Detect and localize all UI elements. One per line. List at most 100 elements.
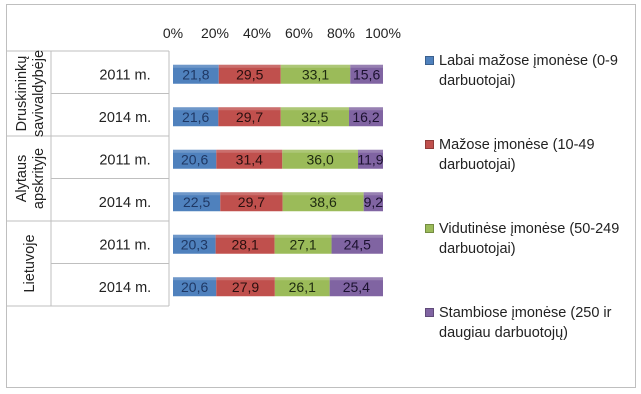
bar-highlight — [348, 107, 383, 111]
group-label-line: apskrityje — [31, 148, 47, 209]
bar-segment — [282, 149, 358, 169]
bar-segment — [282, 192, 364, 212]
legend-swatch-small — [425, 140, 434, 149]
bar-segment — [357, 149, 383, 169]
legend-label-small: Mažose įmonėse (10-49 darbuotojai) — [439, 137, 595, 173]
bar-segment — [173, 64, 219, 84]
bar-segment — [218, 64, 281, 84]
x-tick-label: 60% — [285, 25, 313, 41]
group-label: Druskininkųsavivaldybėje — [14, 50, 47, 137]
bar-data-label: 27,1 — [289, 236, 316, 252]
bar-data-label: 16,2 — [352, 109, 379, 125]
chart-frame: 0% 20% 40% 60% 80% 100% Druskininkųsavivaldybė… — [6, 4, 636, 388]
row-year-label: 2011 m. — [99, 152, 150, 168]
bar-segment — [216, 277, 275, 297]
bar-highlight — [218, 107, 281, 111]
bar-data-label: 9,2 — [364, 194, 384, 210]
bar-segment — [218, 107, 281, 127]
bar-highlight — [218, 64, 281, 68]
legend-swatch-large — [425, 308, 434, 317]
legend-item-small: Mažose įmonėse (10-49 darbuotojai) — [425, 135, 637, 175]
legend-item-large: Stambiose įmonėse (250 ir daugiau darbuo… — [425, 303, 637, 343]
bar-data-label: 38,6 — [310, 194, 337, 210]
legend-item-medium: Vidutinėse įmonėse (50-249 darbuotojai) — [425, 219, 637, 259]
bar-segment — [173, 277, 217, 297]
bar-data-label: 20,6 — [181, 151, 208, 167]
row-year-label: 2014 m. — [99, 280, 151, 296]
legend-swatch-very-small — [425, 56, 434, 65]
bar-segment — [350, 64, 383, 84]
bar-data-label: 29,7 — [236, 109, 263, 125]
bar-data-label: 11,9 — [357, 151, 383, 167]
group-label-line: Lietuvoje — [22, 234, 38, 292]
bar-data-label: 33,1 — [302, 66, 329, 82]
bar-highlight — [173, 277, 217, 281]
bar-data-label: 22,5 — [183, 194, 210, 210]
group-label-line: Alytaus — [14, 155, 30, 203]
bar-data-label: 15,6 — [353, 66, 380, 82]
bar-data-label: 21,6 — [182, 109, 209, 125]
bar-highlight — [173, 149, 217, 153]
bar-highlight — [280, 107, 349, 111]
bar-segment — [280, 107, 349, 127]
bar-highlight — [274, 234, 332, 238]
group-label: Lietuvoje — [22, 234, 38, 292]
x-tick-label: 80% — [327, 25, 355, 41]
bar-segment — [274, 234, 332, 254]
bar-highlight — [331, 234, 383, 238]
bar-segment — [215, 234, 275, 254]
legend-label-medium: Vidutinėse įmonėse (50-249 darbuotojai) — [439, 221, 620, 257]
bar-segment — [173, 192, 221, 212]
bar-segment — [329, 277, 383, 297]
bar-data-label: 32,5 — [301, 109, 328, 125]
bar-highlight — [280, 64, 351, 68]
bar-highlight — [282, 149, 358, 153]
bar-segment — [280, 64, 351, 84]
bar-data-label: 29,7 — [238, 194, 265, 210]
bar-data-label: 31,4 — [236, 151, 263, 167]
bar-data-label: 24,5 — [344, 236, 371, 252]
group-label-line: savivaldybėje — [31, 50, 47, 137]
bar-highlight — [173, 64, 219, 68]
bar-highlight — [350, 64, 383, 68]
x-tick-label: 20% — [201, 25, 229, 41]
row-year-label: 2011 m. — [99, 67, 150, 83]
legend-swatch-medium — [425, 224, 434, 233]
bar-data-label: 29,5 — [236, 66, 263, 82]
bar-data-label: 20,6 — [181, 279, 208, 295]
bar-data-label: 28,1 — [232, 236, 259, 252]
group-label: Alytausapskrityje — [14, 148, 47, 209]
bar-highlight — [220, 192, 283, 196]
bar-segment — [173, 234, 216, 254]
bar-segment — [331, 234, 383, 254]
bar-highlight — [173, 192, 221, 196]
bar-segment — [220, 192, 283, 212]
bar-highlight — [215, 234, 275, 238]
bar-data-label: 27,9 — [232, 279, 259, 295]
row-year-label: 2014 m. — [99, 110, 151, 126]
bar-data-label: 26,1 — [289, 279, 316, 295]
legend-item-very-small: Labai mažose įmonėse (0-9 darbuotojai) — [425, 51, 637, 91]
bar-segment — [274, 277, 330, 297]
row-year-label: 2011 m. — [99, 237, 150, 253]
bar-segment — [216, 149, 283, 169]
bar-highlight — [282, 192, 364, 196]
bar-highlight — [173, 107, 219, 111]
bar-segment — [348, 107, 383, 127]
bar-highlight — [329, 277, 383, 281]
x-tick-label: 100% — [365, 25, 401, 41]
bar-highlight — [216, 149, 283, 153]
x-tick-label: 40% — [243, 25, 271, 41]
legend-label-large: Stambiose įmonėse (250 ir daugiau darbuo… — [439, 305, 612, 341]
bar-highlight — [357, 149, 383, 153]
bar-data-label: 21,8 — [182, 66, 209, 82]
bar-highlight — [216, 277, 275, 281]
x-tick-label: 0% — [163, 25, 183, 41]
bar-segment — [363, 192, 383, 212]
bar-segment — [173, 149, 217, 169]
bar-segment — [173, 107, 219, 127]
legend-label-very-small: Labai mažose įmonėse (0-9 darbuotojai) — [439, 53, 618, 89]
group-label-line: Druskininkų — [14, 56, 30, 132]
bar-highlight — [173, 234, 216, 238]
row-year-label: 2014 m. — [99, 195, 151, 211]
